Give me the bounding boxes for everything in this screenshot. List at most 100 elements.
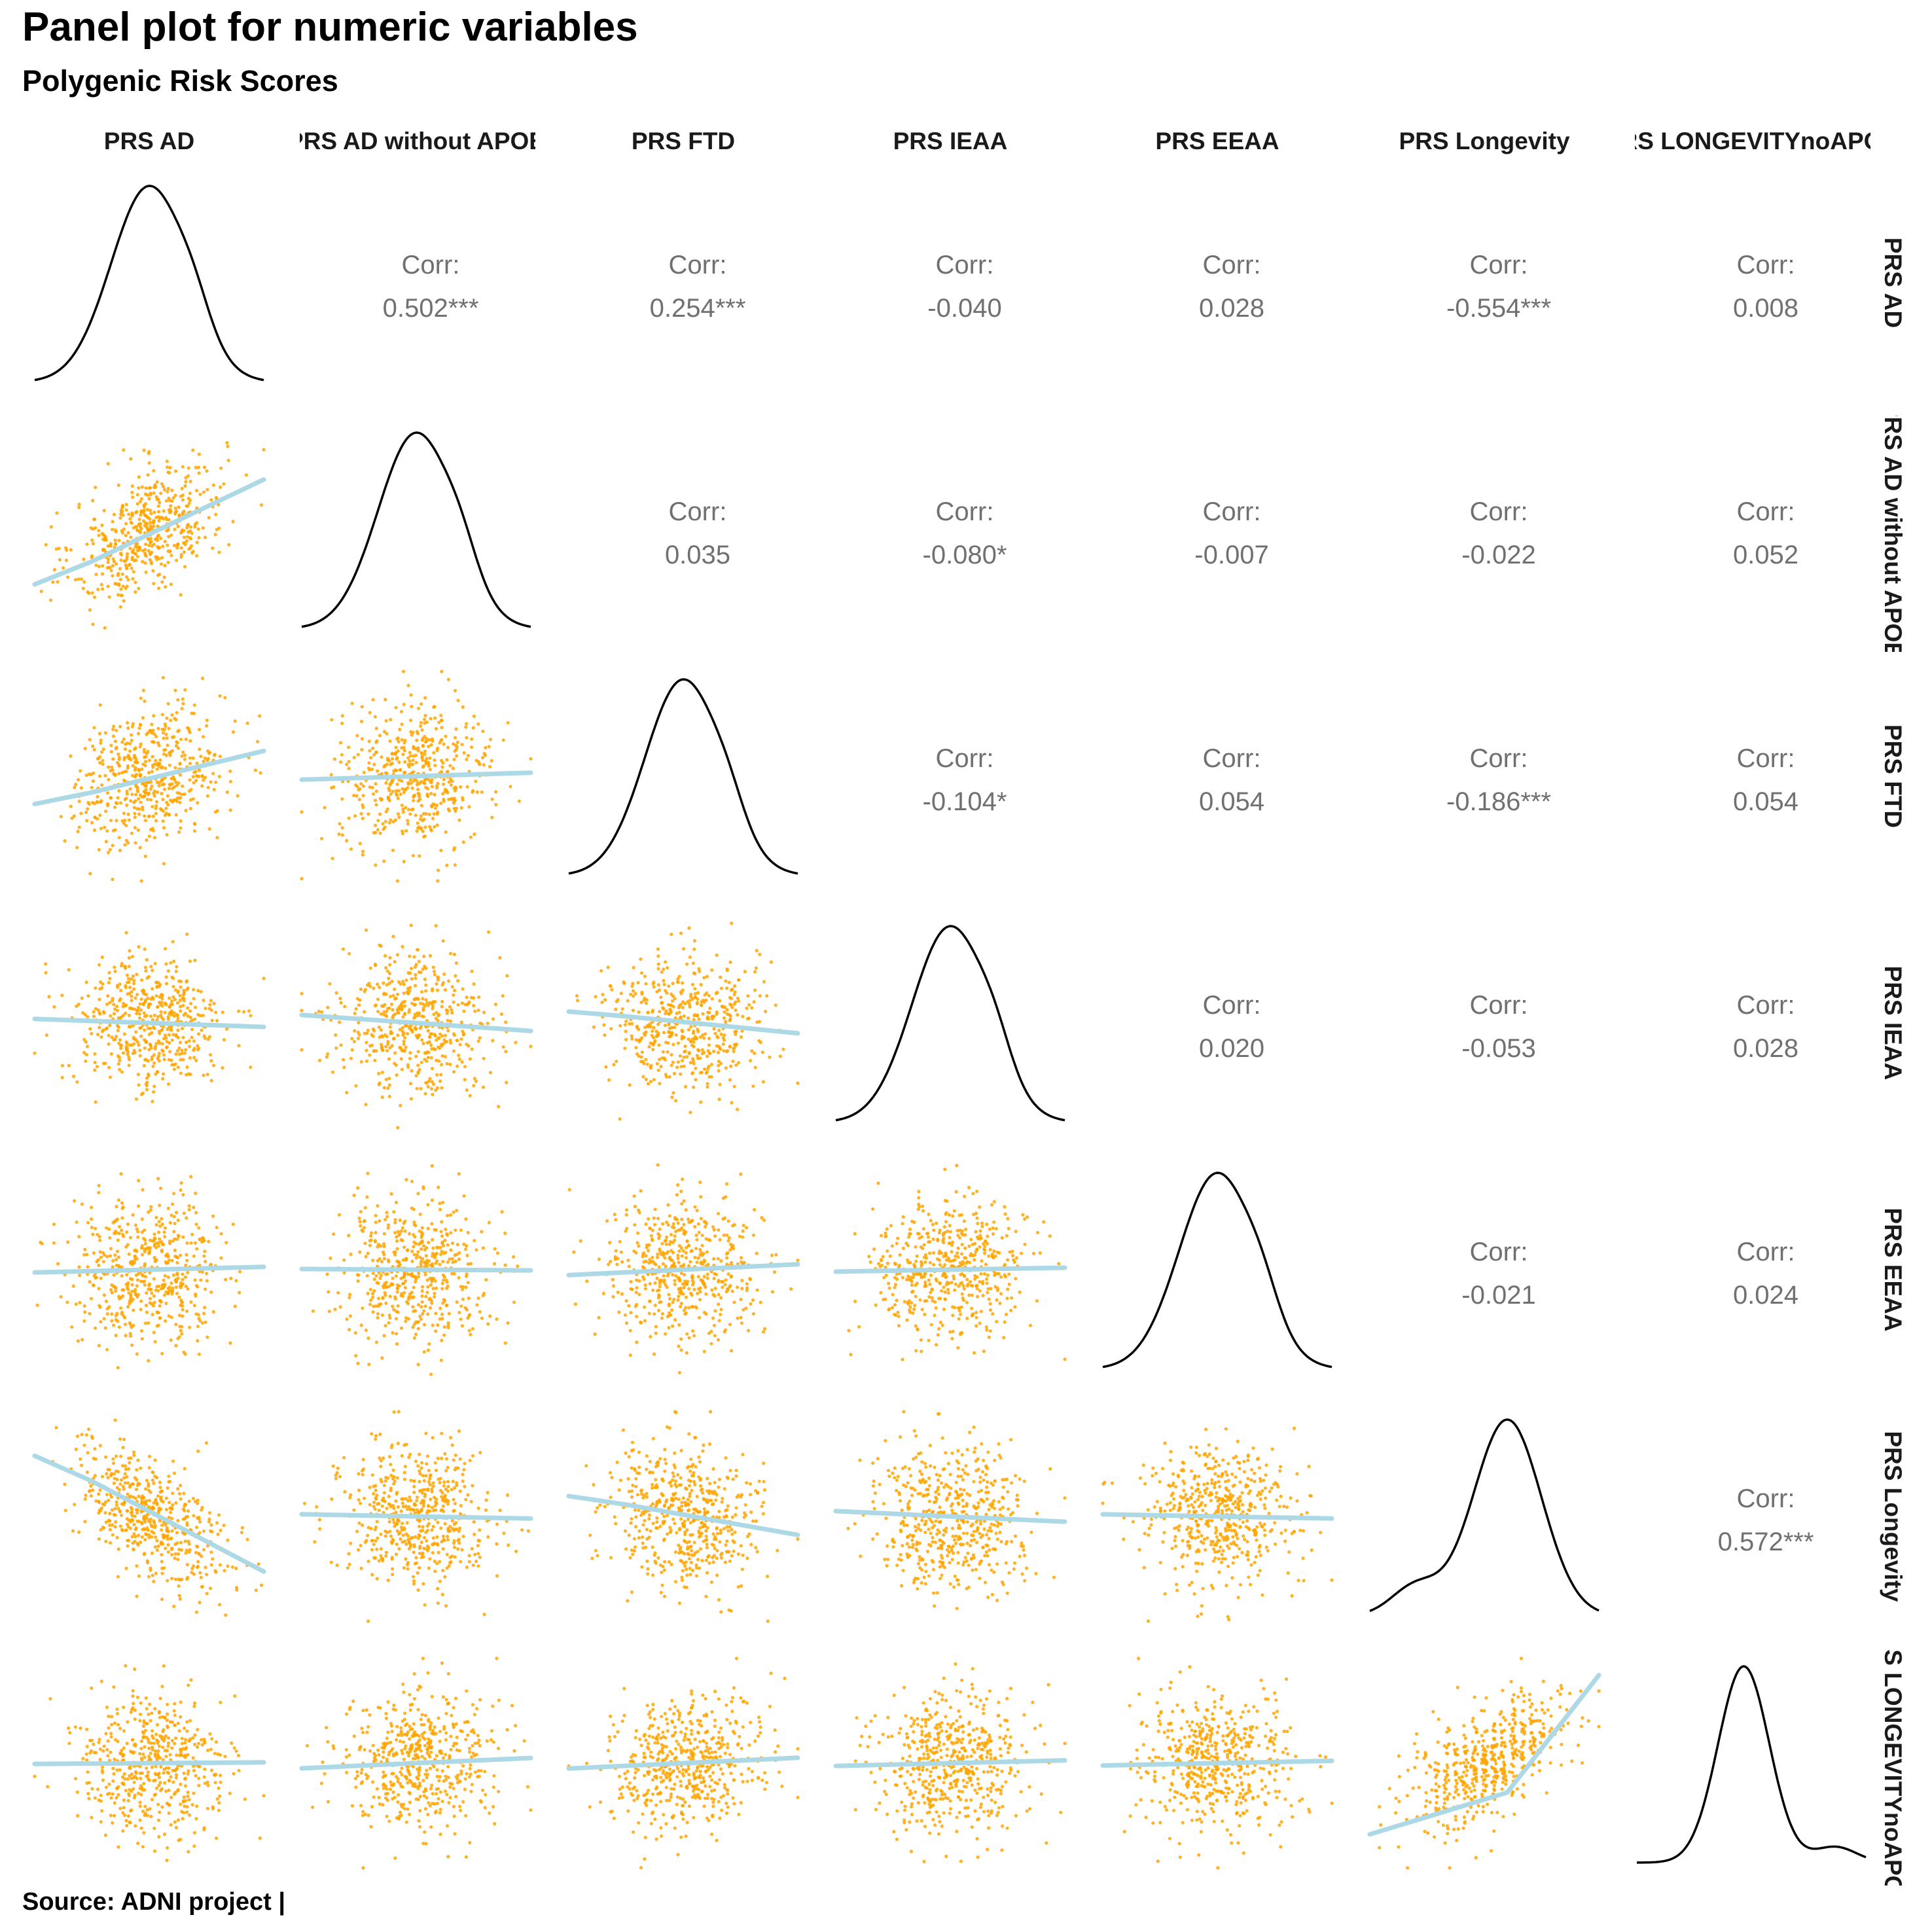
scatter-point	[106, 584, 110, 588]
scatter-point	[146, 473, 150, 477]
scatter-point	[164, 982, 169, 986]
scatter-point	[110, 1312, 114, 1316]
scatter-point	[111, 727, 115, 732]
scatter-point	[348, 1314, 353, 1318]
scatter-point	[184, 808, 188, 813]
scatter-point	[452, 742, 456, 746]
scatter-point	[173, 1248, 177, 1252]
scatter-point	[725, 1008, 729, 1012]
scatter-point	[417, 825, 421, 829]
scatter-point	[651, 1043, 656, 1046]
scatter-point	[189, 1175, 193, 1179]
scatter-point	[214, 1011, 218, 1014]
scatter-point	[611, 1278, 615, 1281]
scatter-point	[170, 533, 173, 537]
scatter-point	[376, 997, 380, 1001]
scatter-point	[224, 1027, 228, 1031]
scatter-point	[103, 534, 107, 538]
scatter-point	[724, 979, 728, 983]
scatter-point	[732, 1084, 736, 1088]
scatter-point	[118, 1067, 122, 1071]
scatter-point	[643, 996, 647, 1000]
scatter-point	[129, 799, 133, 803]
scatter-point	[150, 1302, 154, 1306]
scatter-point	[401, 808, 405, 812]
scatter-point	[684, 1208, 688, 1212]
scatter-point	[427, 738, 431, 742]
scatter-point	[136, 828, 140, 832]
scatter-point	[634, 992, 637, 995]
scatter-point	[78, 1274, 82, 1278]
scatter-point	[405, 1248, 410, 1253]
scatter-point	[82, 1037, 86, 1042]
scatter-point	[128, 562, 132, 567]
scatter-point	[355, 794, 359, 798]
scatter-point	[761, 1080, 765, 1084]
scatter-point	[697, 1230, 701, 1234]
scatter-point	[464, 1285, 468, 1289]
scatter-point	[357, 1033, 361, 1037]
scatter-point	[166, 743, 170, 747]
scatter-point	[152, 1013, 156, 1017]
scatter-point	[948, 1224, 952, 1228]
scatter-point	[494, 790, 498, 794]
scatter-point	[176, 1218, 180, 1223]
scatter-point	[183, 757, 187, 761]
scatter-point	[398, 1028, 402, 1031]
scatter-point	[103, 1062, 107, 1065]
scatter-point	[145, 797, 150, 802]
scatter-point	[439, 1230, 443, 1234]
scatter-point	[77, 577, 80, 581]
scatter-point	[723, 1328, 727, 1332]
scatter-point	[429, 792, 433, 796]
scatter-point	[457, 1310, 461, 1315]
scatter-point	[472, 714, 476, 718]
scatter-point	[512, 1255, 516, 1259]
scatter-point	[450, 1257, 455, 1261]
scatter-point	[1007, 1282, 1011, 1286]
scatter-point	[599, 969, 603, 973]
scatter-point	[603, 998, 607, 1002]
scatter-point	[423, 1051, 427, 1055]
scatter-point	[601, 1291, 605, 1295]
scatter-point	[427, 812, 431, 816]
scatter-point	[149, 1043, 152, 1047]
scatter-point	[385, 1211, 389, 1215]
scatter-point	[160, 1077, 165, 1081]
scatter-point	[154, 812, 158, 815]
density-curve	[568, 678, 798, 875]
scatter-point	[644, 982, 648, 986]
scatter-point	[619, 1250, 624, 1254]
scatter-point	[460, 1324, 465, 1328]
scatter-point	[426, 1029, 430, 1033]
scatter-point	[964, 1227, 968, 1231]
scatter-point	[174, 469, 178, 473]
scatter-point	[177, 1046, 181, 1050]
scatter-point	[648, 1281, 652, 1286]
scatter-point	[661, 1262, 665, 1266]
scatter-point	[433, 793, 437, 796]
scatter-point	[157, 1220, 161, 1224]
scatter-point	[143, 524, 147, 528]
scatter-point	[696, 1222, 700, 1226]
scatter-point	[781, 1047, 785, 1051]
scatter-point	[372, 831, 376, 834]
scatter-point	[154, 819, 158, 823]
scatter-point	[178, 762, 182, 766]
scatter-point	[506, 721, 510, 724]
scatter-point	[706, 1272, 709, 1276]
scatter-point	[155, 1285, 159, 1289]
scatter-point	[420, 1294, 424, 1298]
scatter-point	[110, 1035, 114, 1039]
scatter-point	[445, 1280, 449, 1284]
scatter-point	[423, 696, 427, 700]
scatter-point	[155, 1310, 159, 1314]
scatter-point	[393, 959, 397, 964]
scatter-point	[92, 1251, 96, 1255]
scatter-point	[677, 1004, 681, 1008]
scatter-point	[150, 1291, 154, 1295]
scatter-point	[594, 995, 598, 999]
scatter-point	[189, 1241, 193, 1245]
scatter-point	[708, 1238, 712, 1242]
scatter-point	[385, 732, 389, 736]
